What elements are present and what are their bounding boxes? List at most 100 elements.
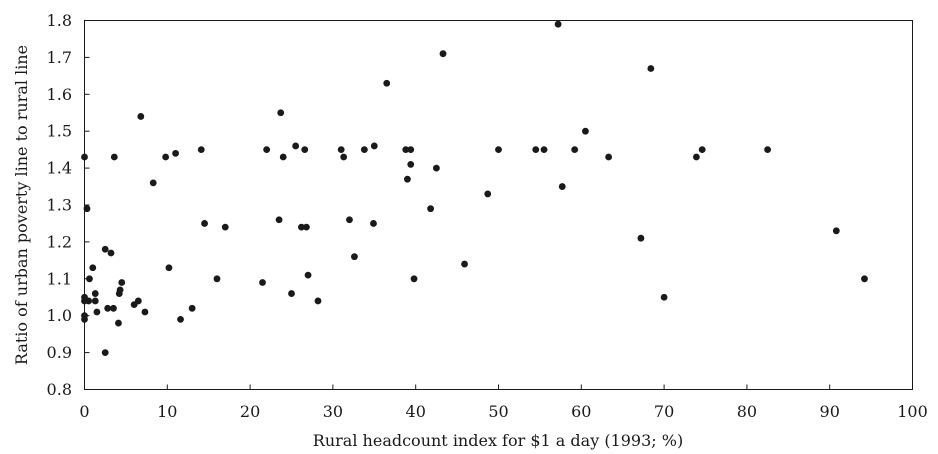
data-point [383, 79, 391, 87]
data-point [346, 216, 353, 224]
y-tick-label: 1.7 [47, 48, 72, 67]
data-point [259, 279, 266, 286]
data-point [201, 220, 208, 227]
data-point [407, 146, 415, 154]
data-point [104, 304, 112, 312]
data-point [91, 290, 99, 297]
data-point [351, 253, 358, 261]
data-point [340, 153, 348, 161]
x-tick-label: 10 [157, 402, 177, 421]
data-point [292, 142, 300, 150]
y-tick-label: 1.4 [47, 159, 72, 178]
data-point [407, 161, 415, 168]
data-point [303, 223, 310, 231]
data-point [177, 315, 184, 323]
data-point [89, 264, 97, 272]
data-point [91, 297, 99, 305]
x-tick-label: 50 [488, 402, 508, 421]
data-point [107, 249, 115, 257]
data-point [162, 153, 170, 161]
x-tick-label: 0 [79, 402, 89, 421]
data-point [637, 234, 645, 242]
data-point [314, 297, 322, 305]
data-point [86, 275, 93, 283]
data-point [197, 146, 205, 154]
data-point [149, 179, 157, 187]
data-point [410, 275, 418, 283]
y-tick-label: 0.9 [47, 343, 72, 362]
data-point [461, 260, 468, 268]
data-point [647, 65, 655, 72]
y-axis: 0.8 0.9 1.0 1.1 1.2 1.3 1.4 1.5 1.6 1.7 1.8 [47, 11, 90, 399]
data-point [93, 308, 101, 316]
data-point [165, 264, 173, 272]
data-points [81, 20, 868, 356]
x-tick-label: 30 [323, 402, 343, 421]
data-point [137, 113, 145, 120]
data-point [188, 304, 196, 312]
x-tick-label: 70 [654, 402, 674, 421]
y-tick-label: 1.3 [47, 196, 72, 215]
data-point [698, 146, 706, 154]
data-point [263, 146, 271, 154]
x-tick-label: 20 [240, 402, 260, 421]
data-point [433, 164, 440, 172]
x-tick-label: 80 [737, 402, 757, 421]
data-point [439, 50, 447, 58]
data-point [402, 146, 410, 154]
data-point [764, 146, 771, 154]
data-point [832, 227, 840, 235]
data-point [275, 216, 283, 224]
data-point [582, 127, 589, 135]
x-axis: 0 10 20 30 40 50 60 70 80 90 100 [79, 384, 928, 421]
data-point [221, 223, 229, 231]
y-tick-label: 1.0 [47, 306, 72, 325]
data-point [83, 205, 91, 213]
data-point [427, 205, 435, 213]
data-point [110, 304, 117, 312]
y-tick-label: 1.8 [47, 11, 72, 30]
data-point [337, 146, 345, 154]
x-tick-label: 60 [571, 402, 591, 421]
data-point [370, 220, 377, 227]
data-point [101, 349, 109, 356]
data-point [81, 315, 88, 323]
plot-frame [84, 20, 913, 390]
y-tick-label: 0.8 [47, 380, 72, 399]
data-point [110, 153, 118, 161]
data-point [116, 286, 124, 294]
data-point [861, 275, 868, 283]
data-point [554, 20, 562, 28]
data-point [370, 142, 378, 150]
data-point [141, 308, 149, 316]
data-point [172, 149, 179, 157]
data-point [484, 190, 492, 198]
y-axis-title: Ratio of urban poverty line to rural lin… [12, 45, 31, 365]
data-point [301, 146, 309, 154]
data-point [85, 297, 93, 305]
data-point [288, 290, 295, 297]
y-tick-label: 1.5 [47, 122, 72, 141]
data-point [404, 175, 411, 183]
data-point [213, 275, 221, 283]
data-point [532, 146, 540, 154]
data-point [540, 146, 548, 154]
data-point [360, 146, 368, 154]
y-tick-label: 1.2 [47, 232, 72, 251]
data-point [558, 183, 566, 190]
data-point [571, 146, 579, 154]
data-point [304, 271, 312, 279]
data-point [81, 153, 88, 161]
data-point [118, 279, 126, 286]
data-point [692, 153, 700, 161]
x-axis-title: Rural headcount index for $1 a day (1993… [313, 431, 683, 450]
y-tick-label: 1.1 [47, 269, 72, 288]
data-point [277, 109, 285, 117]
data-point [298, 223, 305, 231]
y-tick-label: 1.6 [47, 85, 72, 104]
data-point [115, 319, 122, 327]
data-point [101, 245, 109, 253]
data-point [134, 297, 142, 305]
data-point [279, 153, 287, 161]
